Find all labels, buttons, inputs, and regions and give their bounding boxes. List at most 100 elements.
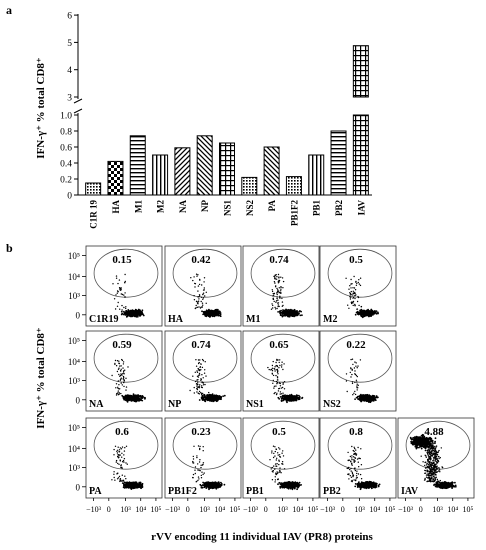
event-dot xyxy=(196,306,199,308)
event-dot xyxy=(280,292,282,294)
event-dot xyxy=(296,488,298,491)
event-dot xyxy=(197,301,199,303)
event-dot xyxy=(280,472,282,474)
event-dot xyxy=(354,305,356,307)
event-dot xyxy=(122,459,125,462)
event-dot xyxy=(272,469,274,472)
event-dot xyxy=(192,375,194,377)
event-dot xyxy=(200,466,202,469)
x-tick-label: NS1 xyxy=(223,200,233,217)
event-dot xyxy=(129,397,132,400)
event-dot xyxy=(359,396,361,399)
event-dot xyxy=(114,445,117,447)
event-dot xyxy=(359,284,362,287)
event-dot xyxy=(357,446,359,449)
event-dot xyxy=(358,457,360,459)
event-dot xyxy=(364,483,367,486)
event-dot xyxy=(278,460,280,462)
event-dot xyxy=(213,485,215,487)
event-dot xyxy=(351,472,354,475)
event-dot xyxy=(113,476,115,479)
event-dot xyxy=(355,294,357,296)
event-dot xyxy=(355,379,358,381)
event-dot xyxy=(283,310,286,313)
event-dot xyxy=(359,457,361,460)
event-dot xyxy=(274,308,277,310)
event-dot xyxy=(360,315,363,318)
event-dot xyxy=(286,315,289,317)
event-dot xyxy=(346,390,348,393)
panel-name: PB1 xyxy=(246,486,264,497)
event-dot xyxy=(272,307,274,309)
event-dot xyxy=(280,387,282,389)
event-dot xyxy=(355,374,358,377)
event-dot xyxy=(135,313,137,316)
event-dot xyxy=(126,463,128,465)
event-dot xyxy=(283,388,286,390)
bar-m1 xyxy=(129,135,146,196)
event-dot xyxy=(279,483,282,485)
bar-pa xyxy=(263,146,280,196)
event-dot xyxy=(281,461,284,463)
event-dot xyxy=(368,401,370,403)
event-dot xyxy=(207,482,210,485)
x-tick-label: NS2 xyxy=(245,200,255,217)
event-dot xyxy=(287,398,290,401)
event-dot xyxy=(198,385,201,387)
event-dot xyxy=(279,396,282,398)
event-dot xyxy=(212,400,215,402)
event-dot xyxy=(296,396,299,399)
event-dot xyxy=(198,361,200,364)
event-dot xyxy=(133,314,136,316)
event-dot xyxy=(345,373,348,375)
event-dot xyxy=(271,370,274,372)
event-dot xyxy=(272,304,274,307)
event-dot xyxy=(358,397,360,400)
event-dot xyxy=(276,297,278,300)
event-dot xyxy=(349,371,351,374)
event-dot xyxy=(195,273,198,275)
event-dot xyxy=(375,395,378,398)
event-dot xyxy=(194,380,197,383)
event-dot xyxy=(197,463,199,465)
event-dot xyxy=(293,487,296,490)
event-dot xyxy=(286,394,289,397)
event-dot xyxy=(276,392,278,394)
y-tick-label: 0.2 xyxy=(60,176,72,186)
event-dot xyxy=(274,479,277,481)
event-dot xyxy=(199,384,201,386)
event-dot xyxy=(198,399,201,401)
event-dot xyxy=(210,394,213,396)
event-dot xyxy=(136,486,139,488)
event-dot xyxy=(355,449,357,451)
event-dot xyxy=(281,315,284,318)
event-dot xyxy=(282,398,285,401)
event-dot xyxy=(137,314,140,316)
event-dot xyxy=(121,394,124,397)
event-dot xyxy=(282,450,284,452)
event-dot xyxy=(125,307,127,310)
event-dot xyxy=(138,483,141,486)
event-dot xyxy=(209,310,212,313)
panel-name: NA xyxy=(89,399,104,410)
event-dot xyxy=(202,360,205,362)
event-dot xyxy=(193,276,195,278)
event-dot xyxy=(359,359,362,361)
event-dot xyxy=(117,392,119,394)
event-dot xyxy=(357,473,360,475)
event-dot xyxy=(212,313,215,316)
event-dot xyxy=(356,308,358,310)
event-dot xyxy=(360,484,363,487)
event-dot xyxy=(360,464,363,466)
event-dot xyxy=(113,298,116,300)
event-dot xyxy=(373,398,375,401)
event-dot xyxy=(377,485,380,488)
event-dot xyxy=(118,463,120,465)
event-dot xyxy=(285,481,288,484)
event-dot xyxy=(216,311,219,314)
